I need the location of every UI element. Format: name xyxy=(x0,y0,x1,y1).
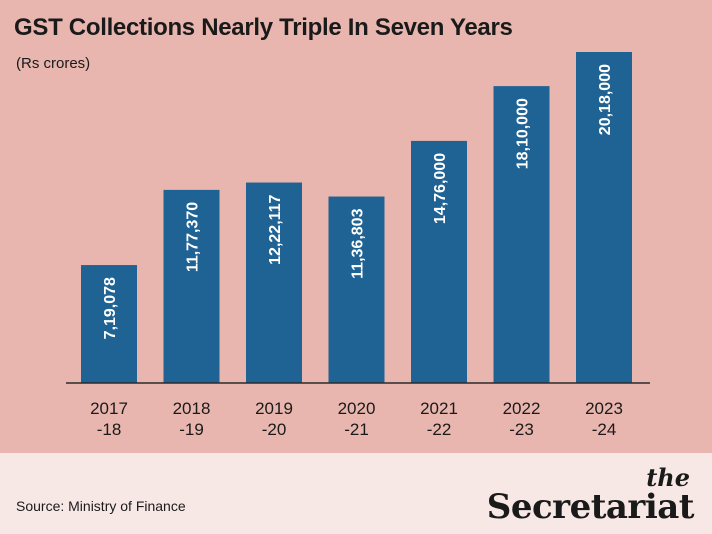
x-tick-label: -23 xyxy=(509,420,534,439)
bar-value-label: 12,22,117 xyxy=(267,194,284,264)
bar-6 xyxy=(576,52,632,383)
bar-value-label: 11,77,370 xyxy=(185,202,202,272)
x-tick-label: -22 xyxy=(427,420,452,439)
source-note: Source: Ministry of Finance xyxy=(16,498,186,514)
x-tick-label: -21 xyxy=(344,420,369,439)
x-tick-label: 2019 xyxy=(255,399,293,418)
x-tick-label: -24 xyxy=(592,420,617,439)
chart-title: GST Collections Nearly Triple In Seven Y… xyxy=(14,14,513,41)
x-tick-label: 2021 xyxy=(420,399,458,418)
bar-4 xyxy=(411,140,467,383)
x-tick-label: 2023 xyxy=(585,399,623,418)
bar-value-label: 11,36,803 xyxy=(350,208,367,278)
x-tick-label: 2017 xyxy=(90,399,128,418)
bar-value-label: 7,19,078 xyxy=(102,277,119,339)
x-tick-label: -18 xyxy=(97,420,122,439)
publisher-logo: the Secretariat xyxy=(486,463,695,527)
bar-5 xyxy=(493,86,550,384)
bar-value-label: 20,18,000 xyxy=(597,64,614,135)
bar-chart: 7,19,078 11,77,370 12,22,117 11,36,803 14,76… xyxy=(66,52,650,439)
x-tick-label: 2022 xyxy=(503,399,541,418)
chart-subtitle: (Rs crores) xyxy=(16,55,91,72)
logo-the: the xyxy=(646,463,690,492)
x-tick-label: -20 xyxy=(262,420,287,439)
x-tick-label: 2020 xyxy=(338,399,376,418)
footer-panel xyxy=(0,453,712,534)
logo-name: Secretariat xyxy=(486,487,695,527)
bar-3 xyxy=(328,196,385,383)
bar-2 xyxy=(246,182,302,383)
bar-0 xyxy=(81,265,137,383)
bar-1 xyxy=(163,189,220,383)
bar-value-label: 14,76,000 xyxy=(432,153,449,224)
x-tick-label: 2018 xyxy=(173,399,211,418)
bar-value-label: 18,10,000 xyxy=(515,98,532,169)
x-tick-label: -19 xyxy=(179,420,204,439)
